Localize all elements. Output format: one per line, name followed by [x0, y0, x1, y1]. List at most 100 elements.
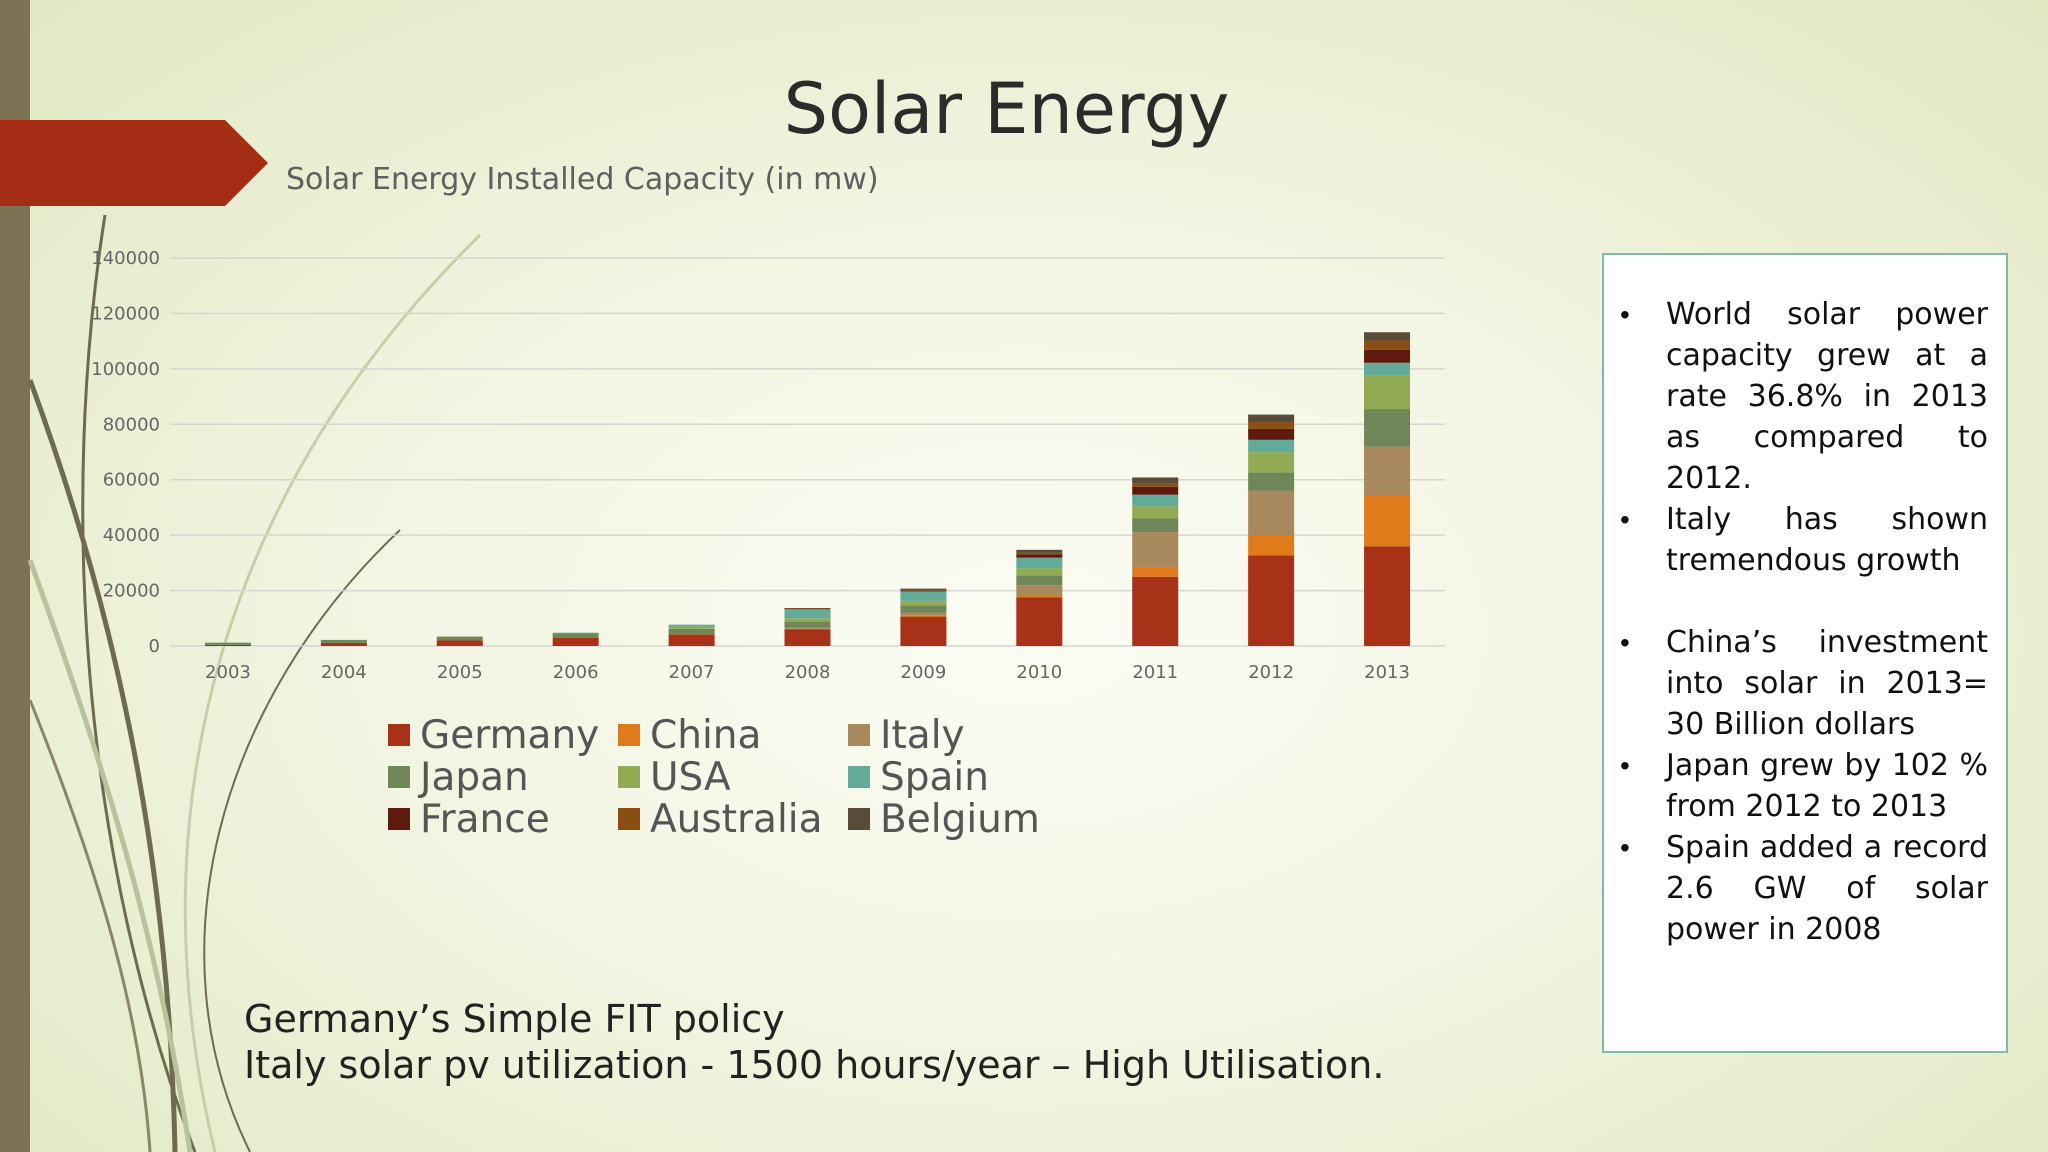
y-tick-label: 100000	[91, 359, 160, 380]
y-tick-label: 80000	[103, 414, 160, 435]
legend-item-spain: Spain	[848, 755, 1078, 800]
y-tick-label: 60000	[103, 470, 160, 491]
legend-swatch	[618, 766, 640, 788]
bar-segment-spain-2009	[900, 591, 947, 601]
bar-segment-spain-2011	[1132, 494, 1179, 507]
slide-title: Solar Energy	[783, 68, 1230, 150]
x-tick-label: 2005	[437, 662, 483, 683]
bar-segment-usa-2006	[552, 632, 599, 634]
footer-line-2: Italy solar pv utilization - 1500 hours/…	[244, 1043, 1385, 1087]
bar-segment-spain-2006	[552, 632, 599, 634]
bar-segment-germany-2003	[204, 644, 251, 646]
bar-segment-italy-2009	[900, 612, 947, 616]
bar-segment-belgium-2008	[784, 608, 831, 609]
chart-bars	[204, 332, 1411, 646]
legend-label: Australia	[650, 796, 823, 842]
bar-segment-germany-2004	[320, 642, 367, 646]
bar-segment-belgium-2013	[1364, 332, 1411, 341]
bar-segment-spain-2010	[1016, 557, 1063, 569]
legend-item-france: France	[388, 796, 618, 842]
bar-segment-germany-2011	[1132, 576, 1179, 646]
bar-segment-belgium-2009	[900, 588, 947, 591]
legend-label: France	[420, 796, 550, 842]
bar-segment-japan-2004	[320, 639, 367, 643]
legend-swatch	[848, 724, 870, 746]
legend-label: Italy	[880, 712, 965, 758]
bar-segment-usa-2007	[668, 626, 715, 629]
y-tick-label: 140000	[91, 248, 160, 269]
bar-segment-australia-2011	[1132, 483, 1179, 487]
note-bullet: •	[1620, 504, 1630, 535]
y-tick-label: 120000	[91, 303, 160, 324]
legend-label: Japan	[420, 754, 529, 800]
legend-item-china: China	[618, 712, 848, 758]
bar-segment-germany-2006	[552, 637, 599, 646]
bar-segment-italy-2012	[1248, 490, 1295, 536]
bar-segment-china-2008	[784, 628, 831, 630]
bar-segment-italy-2007	[668, 634, 715, 635]
y-axis-ticks: 0 20000 40000 60000 80000 100000 120000 140000	[91, 248, 160, 657]
bar-segment-australia-2009	[900, 590, 947, 591]
bar-segment-germany-2012	[1248, 555, 1295, 646]
legend-swatch	[388, 724, 410, 746]
legend-swatch	[618, 808, 640, 830]
bar-segment-japan-2010	[1016, 575, 1063, 586]
bar-segment-japan-2009	[900, 605, 947, 613]
bar-segment-japan-2013	[1364, 409, 1411, 447]
legend-swatch	[848, 808, 870, 830]
bar-segment-germany-2007	[668, 634, 715, 646]
bar-segment-australia-2008	[784, 608, 831, 609]
legend-swatch	[388, 766, 410, 788]
bar-segment-australia-2012	[1248, 422, 1295, 429]
x-tick-label: 2007	[669, 662, 715, 683]
bar-segment-italy-2013	[1364, 446, 1411, 496]
y-tick-label: 20000	[103, 581, 160, 602]
notes-box: • World solar power capacity grew at a r…	[1602, 253, 2008, 1053]
legend-item-australia: Australia	[618, 796, 848, 842]
legend-label: USA	[650, 754, 731, 800]
x-tick-label: 2011	[1132, 662, 1178, 683]
bar-segment-japan-2008	[784, 621, 831, 628]
bar-segment-france-2013	[1364, 349, 1411, 363]
y-tick-label: 40000	[103, 525, 160, 546]
bar-segment-australia-2010	[1016, 552, 1063, 555]
chart-gridlines	[170, 257, 1445, 647]
bar-segment-spain-2013	[1364, 362, 1411, 376]
bar-segment-spain-2007	[668, 624, 715, 627]
bar-segment-germany-2009	[900, 616, 947, 646]
bar-segment-japan-2012	[1248, 472, 1295, 491]
bar-segment-germany-2013	[1364, 546, 1411, 646]
bar-segment-australia-2013	[1364, 340, 1411, 350]
note-bullet: •	[1620, 627, 1630, 658]
bar-segment-france-2009	[900, 590, 947, 592]
bar-segment-italy-2008	[784, 627, 831, 629]
x-tick-label: 2012	[1248, 662, 1294, 683]
bar-segment-japan-2005	[436, 636, 483, 641]
footer-line-1: Germany’s Simple FIT policy	[244, 997, 785, 1041]
legend-swatch	[848, 766, 870, 788]
bar-segment-usa-2011	[1132, 506, 1179, 519]
note-italy-growth: Italy has shown tremendous growth	[1666, 502, 1988, 578]
bar-segment-usa-2008	[784, 618, 831, 622]
x-tick-label: 2009	[901, 662, 947, 683]
legend-label: Belgium	[880, 796, 1040, 842]
bar-segment-belgium-2010	[1016, 549, 1063, 553]
bar-segment-france-2010	[1016, 554, 1063, 558]
bar-segment-germany-2005	[436, 640, 483, 646]
legend-label: China	[650, 712, 762, 758]
bar-segment-france-2011	[1132, 486, 1179, 495]
x-axis-ticks: 2003 2004 2005 2006 2007 2008 2009 2010 2011 2012…	[205, 662, 1410, 683]
title-arrow-shape	[0, 120, 268, 206]
bar-segment-italy-2010	[1016, 585, 1063, 596]
legend-item-belgium: Belgium	[848, 796, 1078, 842]
bar-segment-germany-2008	[784, 629, 831, 646]
y-tick-label: 0	[149, 636, 160, 657]
bar-segment-spain-2008	[784, 608, 831, 619]
note-spain-record: Spain added a record 2.6 GW of solar pow…	[1666, 830, 1988, 947]
bar-segment-italy-2011	[1132, 532, 1179, 568]
bar-segment-china-2009	[900, 615, 947, 617]
bar-segment-france-2012	[1248, 428, 1295, 440]
legend-item-usa: USA	[618, 754, 848, 800]
note-china-investment: China’s investment into solar in 2013= 3…	[1666, 625, 1988, 742]
bar-segment-china-2011	[1132, 567, 1179, 577]
